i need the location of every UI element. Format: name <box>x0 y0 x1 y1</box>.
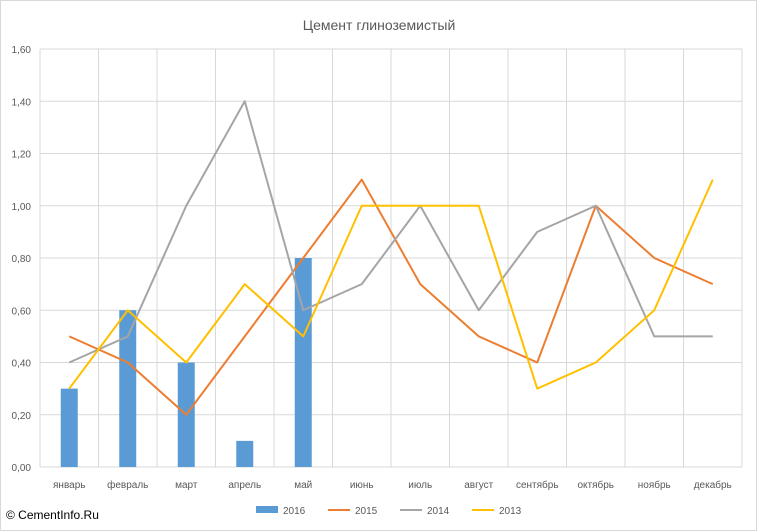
x-tick-label: ноябрь <box>638 479 671 491</box>
x-tick-label: май <box>294 480 312 491</box>
legend: 2016 2015 2014 2013 <box>256 506 522 517</box>
legend-label: 2014 <box>427 506 450 517</box>
y-tick-label: 1,00 <box>12 202 32 213</box>
y-tick-label: 1,20 <box>12 150 32 161</box>
series-line-2015 <box>68 178 714 416</box>
chart-title: Цемент глиноземистый <box>303 17 456 33</box>
x-tick-label: июнь <box>350 480 374 491</box>
series-lines <box>68 100 714 416</box>
gridlines <box>39 48 743 468</box>
y-tick-label: 0,20 <box>12 411 32 422</box>
legend-label: 2016 <box>283 506 306 517</box>
bar <box>119 310 137 467</box>
y-tick-label: 1,40 <box>12 97 32 108</box>
bar <box>294 258 312 467</box>
y-axis-ticks: 0,00 0,20 0,40 0,60 0,80 1,00 1,20 1,40 1,60 <box>12 45 32 474</box>
x-tick-label: декабрь <box>694 479 732 491</box>
x-tick-label: февраль <box>107 479 148 491</box>
legend-label: 2015 <box>355 506 378 517</box>
y-tick-label: 0,00 <box>12 463 32 474</box>
y-tick-label: 1,60 <box>12 45 32 56</box>
watermark: © CementInfo.Ru <box>6 508 99 522</box>
legend-swatch <box>256 506 278 513</box>
y-tick-label: 0,80 <box>12 254 32 265</box>
x-tick-label: июль <box>408 480 432 491</box>
series-line-2013 <box>68 179 714 390</box>
legend-label: 2013 <box>499 506 522 517</box>
x-axis-ticks: январь февраль март апрель май июнь июль август… <box>53 479 732 491</box>
bar <box>236 440 254 467</box>
y-tick-label: 0,60 <box>12 306 32 317</box>
bar <box>60 388 78 467</box>
x-tick-label: апрель <box>228 480 261 491</box>
x-tick-label: март <box>175 480 198 491</box>
x-tick-label: октябрь <box>577 479 614 491</box>
x-tick-label: сентябрь <box>516 479 559 491</box>
y-tick-label: 0,40 <box>12 359 32 370</box>
x-tick-label: январь <box>53 480 85 491</box>
series-line-2014 <box>68 100 713 364</box>
x-tick-label: август <box>464 480 493 491</box>
bars <box>60 258 312 467</box>
